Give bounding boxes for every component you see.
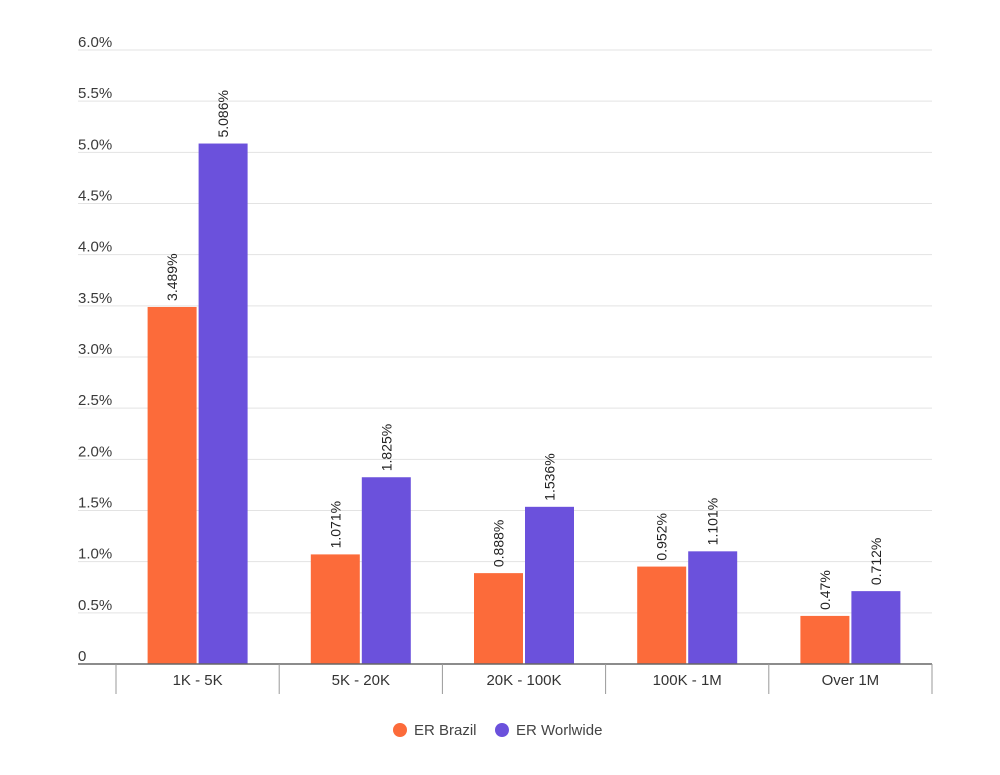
data-label: 1.101% [705,498,721,545]
y-axis-tick-labels: 0 0.5% 1.0% 1.5% 2.0% 2.5% 3.0% 3.5% 4.0% 4.5% 5.0… [78,34,112,665]
data-label: 5.086% [215,90,231,137]
bar-er-worlwide [361,477,411,664]
bar-er-brazil [637,566,687,664]
y-tick-label: 6.0% [78,34,112,51]
y-tick-label: 2.5% [78,392,112,409]
data-label: 0.952% [654,513,670,560]
y-tick-label: 3.0% [78,341,112,358]
y-tick-label: 5.5% [78,85,112,102]
bar-er-worlwide [851,591,901,664]
x-tick-label: 20K - 100K [486,672,561,689]
y-tick-label: 1.5% [78,495,112,512]
x-tick-label: 100K - 1M [653,672,722,689]
data-label: 1.536% [542,453,558,500]
y-tick-label: 4.0% [78,239,112,256]
bar-er-worlwide [198,143,248,665]
data-labels: 3.489% 1.071% 0.888% 0.952% 0.47% 5.086% 1.825… [164,90,884,610]
legend-label: ER Brazil [414,722,477,739]
x-tick-label: Over 1M [822,672,880,689]
legend-swatch [393,723,407,737]
legend-label: ER Worlwide [516,722,602,739]
bar-er-brazil [147,306,197,664]
y-tick-label: 0.5% [78,597,112,614]
data-label: 0.47% [817,570,833,610]
y-tick-label: 0 [78,648,86,665]
y-tick-label: 4.5% [78,188,112,205]
data-label: 3.489% [164,253,180,300]
data-label: 1.825% [378,424,394,471]
data-label: 0.888% [491,520,507,567]
bar-er-brazil [310,554,360,664]
y-tick-label: 3.5% [78,290,112,307]
x-tick-label: 5K - 20K [332,672,390,689]
y-tick-label: 5.0% [78,136,112,153]
bar-er-worlwide [525,506,574,664]
y-tick-label: 1.0% [78,546,112,563]
bar-er-brazil [800,615,850,664]
y-tick-label: 2.0% [78,443,112,460]
legend: ER Brazil ER Worlwide [393,722,602,739]
x-tick-label: 1K - 5K [173,672,223,689]
data-label: 0.712% [868,538,884,585]
bars [147,143,901,665]
data-label: 1.071% [327,501,343,548]
x-axis: 1K - 5K 5K - 20K 20K - 100K 100K - 1M Over 1… [78,663,933,694]
bar-er-brazil [474,573,523,664]
bar-er-worlwide [688,551,738,664]
legend-swatch [495,723,509,737]
